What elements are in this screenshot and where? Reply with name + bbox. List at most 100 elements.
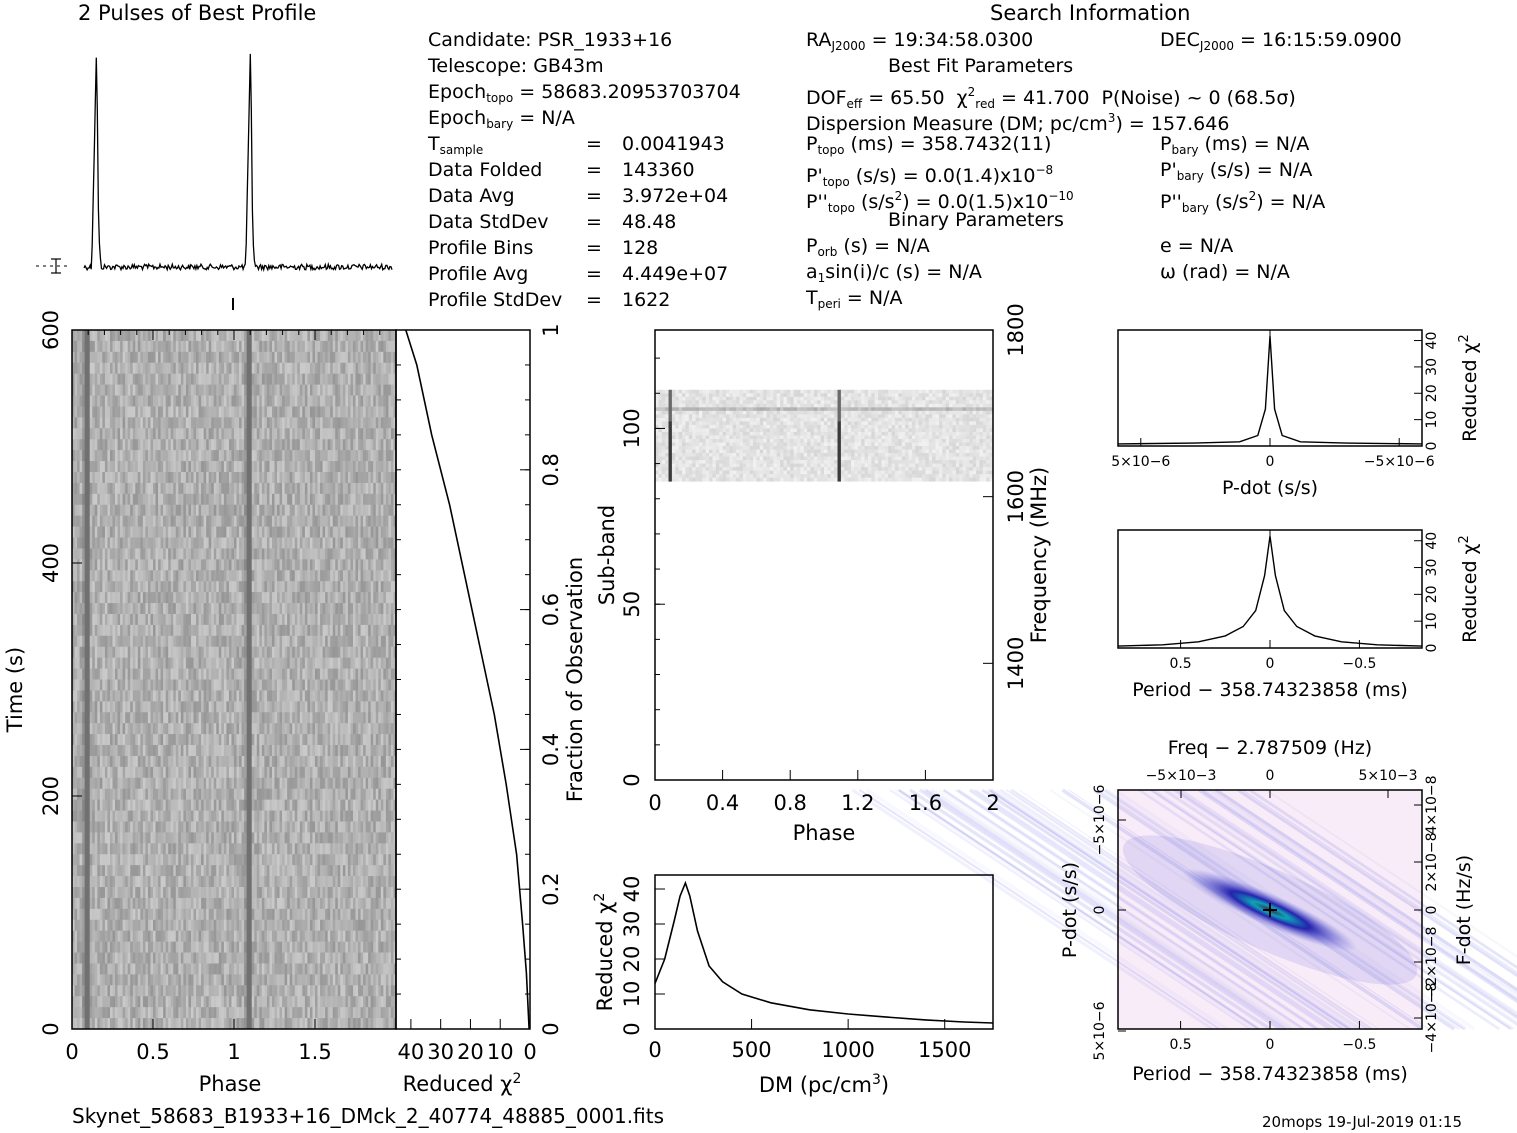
heat-cell [299,395,303,407]
heat-cell [355,395,359,407]
heat-cell [390,734,394,746]
heat-cell [201,570,205,582]
heat-cell [259,581,263,593]
heat-cell [99,592,103,604]
heat-cell [127,613,131,626]
heat-cell [261,712,265,724]
heat-cell [175,373,179,386]
heat-cell [284,646,288,659]
heat-cell [249,559,253,571]
heat-cell [180,340,184,353]
heat-cell [355,461,359,473]
heat-cell [163,679,167,691]
heat-cell [160,515,164,527]
heat-cell [122,679,126,691]
heat-cell [327,461,331,473]
heat-cell [74,482,78,495]
heat-cell [145,406,149,418]
heat-cell [102,613,106,626]
heat-cell [145,712,149,724]
heat-cell [256,482,260,495]
heat-cell [307,340,311,353]
heat-cell [221,330,225,342]
heat-cell [297,340,301,353]
heat-cell [231,428,235,440]
heat-cell [302,515,306,527]
heat-cell [216,504,220,517]
heat-cell [122,406,126,418]
heat-cell [117,482,121,495]
heat-cell [241,603,245,615]
heat-cell [155,330,159,342]
heat-cell [241,461,245,473]
heat-cell [135,373,139,386]
heat-cell [368,340,372,353]
heat-cell [244,362,248,375]
heat-cell [170,657,174,669]
heat-cell [355,657,359,669]
heat-cell [142,570,146,582]
heat-cell [320,439,323,451]
heat-cell [109,679,113,691]
heat-cell [150,581,154,593]
heat-cell [388,701,392,713]
heat-cell [72,515,75,527]
heat-cell [236,613,240,626]
heat-cell [165,701,169,713]
heat-cell [185,734,189,746]
heat-cell [274,745,278,757]
heat-cell [385,690,389,702]
heat-cell [375,668,379,680]
heat-cell [79,679,83,691]
heat-cell [373,679,377,691]
heat-cell [289,701,293,713]
heat-cell [393,395,397,407]
heat-cell [221,395,225,407]
heat-cell [282,395,286,407]
heat-cell [216,701,220,713]
heat-cell [287,439,291,451]
heat-cell [249,745,253,757]
heat-cell [79,461,83,473]
heat-cell [294,690,298,702]
heat-cell [142,548,146,560]
heat-cell [307,701,311,713]
heat-cell [345,504,349,517]
stat-eq: = [586,289,602,311]
heat-cell [142,461,146,473]
heat-cell [203,406,207,418]
heat-cell [322,679,326,691]
heat-cell [352,351,356,364]
heat-cell [198,471,202,484]
heat-cell [302,559,306,571]
heat-cell [178,581,182,593]
heat-cell [335,701,339,713]
heat-cell [216,624,220,637]
heat-cell [388,351,392,364]
heat-cell [231,712,235,724]
heat-cell [287,471,291,484]
heat-cell [107,603,111,615]
heat-cell [147,395,151,407]
heat-cell [82,745,86,757]
heat-cell [180,537,184,549]
heat-cell [320,613,323,626]
heat-cell [132,351,136,364]
heat-cell [206,526,210,538]
heat-cell [92,406,96,418]
heat-cell [198,745,202,757]
heat-cell [332,482,336,495]
heat-cell [327,690,331,702]
heat-cell [102,581,106,593]
heat-cell [312,646,316,659]
heat-cell [165,723,169,735]
heat-cell [193,351,197,364]
heat-cell [292,592,296,604]
heat-cell [196,668,199,680]
heat-cell [175,613,179,626]
heat-cell [208,712,212,724]
heat-cell [165,646,169,659]
heat-cell [370,373,374,386]
heat-cell [297,450,301,462]
heat-cell [165,668,169,680]
